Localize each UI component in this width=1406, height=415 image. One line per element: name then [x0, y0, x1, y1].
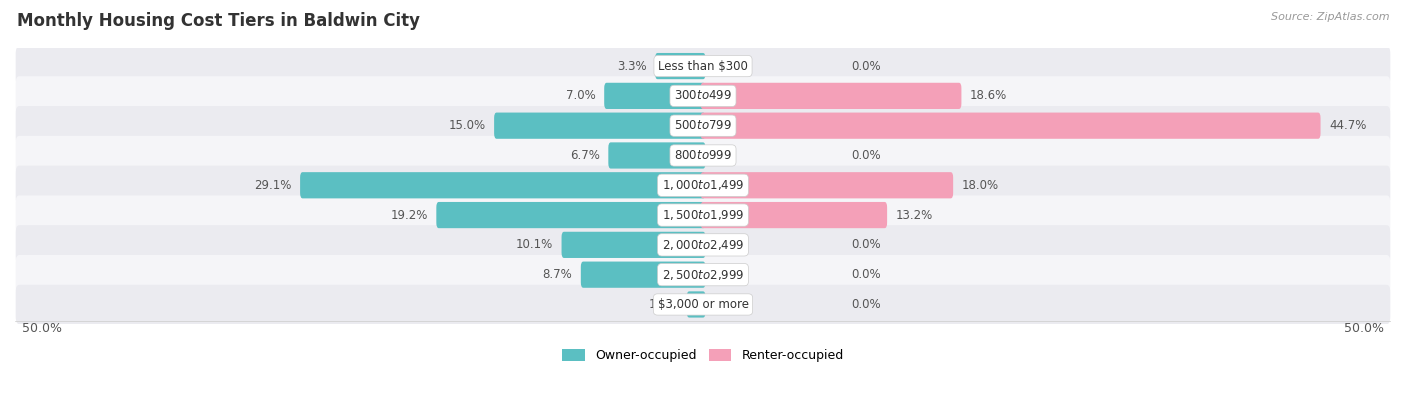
- Text: 19.2%: 19.2%: [391, 209, 427, 222]
- Text: 10.1%: 10.1%: [516, 238, 553, 251]
- Text: $1,000 to $1,499: $1,000 to $1,499: [662, 178, 744, 192]
- FancyBboxPatch shape: [655, 53, 706, 79]
- FancyBboxPatch shape: [494, 112, 706, 139]
- Text: 44.7%: 44.7%: [1329, 119, 1367, 132]
- FancyBboxPatch shape: [436, 202, 706, 228]
- Text: Less than $300: Less than $300: [658, 60, 748, 73]
- Text: 8.7%: 8.7%: [543, 268, 572, 281]
- FancyBboxPatch shape: [686, 291, 706, 317]
- FancyBboxPatch shape: [700, 202, 887, 228]
- Legend: Owner-occupied, Renter-occupied: Owner-occupied, Renter-occupied: [557, 344, 849, 367]
- Text: $2,500 to $2,999: $2,500 to $2,999: [662, 268, 744, 282]
- Text: 18.6%: 18.6%: [970, 89, 1007, 103]
- Text: 50.0%: 50.0%: [22, 322, 62, 335]
- FancyBboxPatch shape: [15, 76, 1391, 115]
- FancyBboxPatch shape: [609, 142, 706, 168]
- Text: 3.3%: 3.3%: [617, 60, 647, 73]
- Text: 6.7%: 6.7%: [569, 149, 600, 162]
- Text: $3,000 or more: $3,000 or more: [658, 298, 748, 311]
- Text: $1,500 to $1,999: $1,500 to $1,999: [662, 208, 744, 222]
- Text: $2,000 to $2,499: $2,000 to $2,499: [662, 238, 744, 252]
- Text: $300 to $499: $300 to $499: [673, 89, 733, 103]
- FancyBboxPatch shape: [15, 225, 1391, 264]
- Text: 0.0%: 0.0%: [852, 268, 882, 281]
- FancyBboxPatch shape: [15, 195, 1391, 235]
- Text: 13.2%: 13.2%: [896, 209, 934, 222]
- Text: 29.1%: 29.1%: [254, 179, 291, 192]
- FancyBboxPatch shape: [561, 232, 706, 258]
- Text: Monthly Housing Cost Tiers in Baldwin City: Monthly Housing Cost Tiers in Baldwin Ci…: [17, 12, 420, 30]
- FancyBboxPatch shape: [700, 172, 953, 198]
- FancyBboxPatch shape: [15, 106, 1391, 145]
- FancyBboxPatch shape: [15, 285, 1391, 324]
- Text: $800 to $999: $800 to $999: [673, 149, 733, 162]
- Text: $500 to $799: $500 to $799: [673, 119, 733, 132]
- FancyBboxPatch shape: [605, 83, 706, 109]
- FancyBboxPatch shape: [15, 166, 1391, 205]
- FancyBboxPatch shape: [700, 112, 1320, 139]
- Text: Source: ZipAtlas.com: Source: ZipAtlas.com: [1271, 12, 1389, 22]
- FancyBboxPatch shape: [299, 172, 706, 198]
- Text: 15.0%: 15.0%: [449, 119, 485, 132]
- FancyBboxPatch shape: [15, 46, 1391, 86]
- Text: 0.0%: 0.0%: [852, 238, 882, 251]
- Text: 18.0%: 18.0%: [962, 179, 998, 192]
- FancyBboxPatch shape: [15, 255, 1391, 294]
- Text: 50.0%: 50.0%: [1344, 322, 1384, 335]
- Text: 0.0%: 0.0%: [852, 60, 882, 73]
- Text: 7.0%: 7.0%: [567, 89, 596, 103]
- Text: 1.0%: 1.0%: [648, 298, 678, 311]
- FancyBboxPatch shape: [15, 136, 1391, 175]
- FancyBboxPatch shape: [700, 83, 962, 109]
- Text: 0.0%: 0.0%: [852, 298, 882, 311]
- Text: 0.0%: 0.0%: [852, 149, 882, 162]
- FancyBboxPatch shape: [581, 261, 706, 288]
